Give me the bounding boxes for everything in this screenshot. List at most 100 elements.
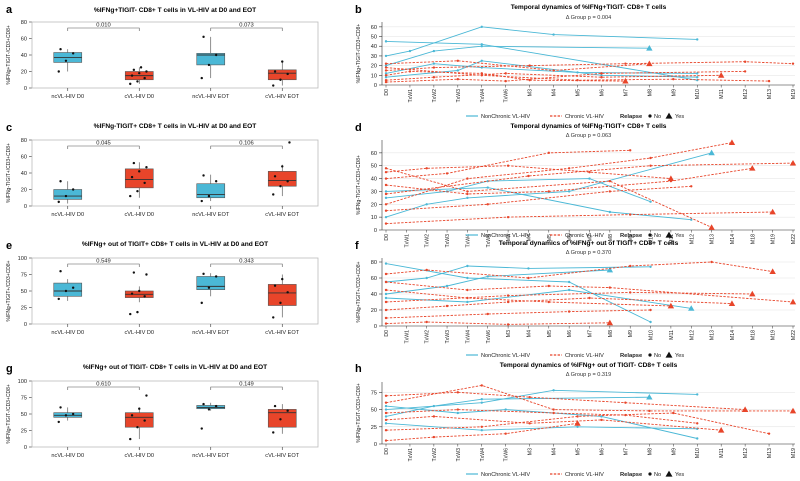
x-tick-label: M10 bbox=[695, 89, 701, 99]
timepoint-marker bbox=[506, 300, 510, 304]
data-point bbox=[145, 394, 148, 397]
timepoint-marker bbox=[466, 300, 469, 304]
timepoint-marker bbox=[696, 72, 699, 75]
x-tick-label: M19 bbox=[791, 89, 797, 99]
panel-e: e %IFNg+ out of TIGIT+ CD8+ T cells in VL… bbox=[6, 240, 319, 336]
data-point bbox=[59, 270, 62, 273]
x-tick-label: cVL-HIV D0 bbox=[124, 453, 154, 459]
timepoint-marker bbox=[629, 149, 632, 152]
pvalue-label: 0.073 bbox=[239, 23, 254, 29]
data-point bbox=[132, 271, 136, 274]
timepoint-marker bbox=[767, 79, 771, 83]
pvalue-label: 0.343 bbox=[239, 259, 254, 265]
panel-letter: c bbox=[6, 122, 12, 134]
x-tick-label: cVL-HIV D0 bbox=[124, 212, 154, 218]
timepoint-marker bbox=[486, 275, 489, 278]
timepoint-marker bbox=[608, 210, 612, 214]
x-tick-label: M4 bbox=[552, 448, 558, 455]
data-point bbox=[138, 407, 141, 410]
timepoint-marker bbox=[486, 186, 489, 189]
relapse-marker bbox=[728, 300, 736, 306]
x-tick-label: cVL-HIV EOT bbox=[265, 330, 299, 336]
timepoint-marker bbox=[527, 267, 530, 270]
legend-label-no: No bbox=[654, 472, 661, 478]
timepoint-marker bbox=[384, 418, 388, 422]
panel-f: f Temporal dynamics of %IFNg+ out of TIGI… bbox=[355, 240, 797, 359]
timepoint-marker bbox=[384, 322, 388, 325]
data-point bbox=[57, 200, 60, 204]
timepoint-marker bbox=[624, 413, 627, 417]
series-line-chronic bbox=[385, 391, 746, 411]
panel-title: Temporal dynamics of %IFNg-TIGIT+ CD8+ T… bbox=[511, 123, 667, 130]
panel-title: %IFNg+ out of TIGIT- CD8+ T cells in VL-… bbox=[83, 364, 267, 371]
x-tick-label: cVL-HIV D0 bbox=[124, 94, 154, 100]
timepoint-marker bbox=[466, 288, 469, 292]
timepoint-marker bbox=[710, 260, 713, 264]
timepoint-marker bbox=[384, 203, 388, 206]
box-c bbox=[267, 171, 297, 187]
timepoint-marker bbox=[384, 196, 388, 200]
timepoint-marker bbox=[480, 401, 483, 404]
timepoint-marker bbox=[608, 286, 612, 289]
x-tick-label: M9 bbox=[628, 330, 634, 337]
data-point bbox=[138, 71, 141, 75]
data-point bbox=[202, 402, 205, 406]
legend-label-chronic: Chronic VL-HIV bbox=[565, 472, 604, 478]
y-tick-label: 20 bbox=[371, 202, 377, 208]
timepoint-marker bbox=[600, 72, 603, 75]
timepoint-marker bbox=[384, 439, 388, 442]
x-tick-label: M5 bbox=[547, 330, 553, 337]
timepoint-marker bbox=[384, 192, 388, 196]
x-tick-label: D0 bbox=[384, 234, 390, 241]
y-tick-label: 50 bbox=[371, 164, 377, 170]
timepoint-marker bbox=[504, 432, 507, 435]
data-point bbox=[279, 185, 282, 188]
panel-letter: g bbox=[6, 363, 13, 375]
timepoint-marker bbox=[384, 66, 388, 69]
timepoint-marker bbox=[588, 177, 591, 180]
timepoint-marker bbox=[384, 408, 388, 411]
y-tick-label: 20 bbox=[371, 64, 377, 70]
timepoint-marker bbox=[480, 45, 483, 48]
box-c bbox=[267, 284, 297, 306]
data-point bbox=[129, 82, 132, 86]
y-tick-label: 0 bbox=[374, 324, 377, 330]
plot-frame bbox=[31, 257, 319, 325]
series-line-nonchronic bbox=[385, 396, 650, 417]
data-point bbox=[281, 60, 284, 63]
series-line-chronic bbox=[385, 297, 733, 311]
data-point bbox=[272, 193, 275, 196]
data-point bbox=[59, 48, 62, 51]
timepoint-marker bbox=[480, 72, 483, 75]
y-tick-label: 40 bbox=[21, 53, 27, 59]
x-tick-label: M13 bbox=[767, 448, 773, 458]
relapse-marker bbox=[646, 44, 653, 51]
x-tick-label: TxW1 bbox=[404, 330, 410, 344]
data-point bbox=[130, 175, 134, 179]
x-tick-label: M7 bbox=[623, 448, 629, 455]
y-axis-label: %IFNg+TIGIT-/CD3+CD8+ bbox=[6, 25, 12, 85]
x-tick-label: TxW1 bbox=[408, 448, 414, 462]
timepoint-marker bbox=[408, 49, 412, 53]
data-point bbox=[139, 66, 143, 69]
x-tick-label: TxW4 bbox=[480, 448, 486, 462]
series-line-chronic bbox=[385, 61, 794, 71]
timepoint-marker bbox=[527, 174, 530, 178]
data-point bbox=[279, 418, 282, 421]
timepoint-marker bbox=[696, 437, 699, 440]
timepoint-marker bbox=[506, 294, 510, 297]
timepoint-marker bbox=[384, 415, 388, 418]
box-nc bbox=[53, 282, 83, 297]
y-axis-label: %IFNg+TIGIT-/CD3+CD8+ bbox=[6, 384, 12, 444]
relapse-marker bbox=[606, 266, 614, 273]
timepoint-marker bbox=[384, 74, 388, 77]
timepoint-marker bbox=[486, 312, 489, 316]
x-tick-label: TxW6 bbox=[486, 234, 492, 248]
timepoint-marker bbox=[384, 80, 388, 84]
timepoint-marker bbox=[456, 69, 460, 72]
y-tick-label: 0 bbox=[24, 86, 27, 92]
x-tick-label: M4 bbox=[526, 234, 532, 241]
timepoint-marker bbox=[432, 435, 436, 439]
x-tick-label: M22 bbox=[791, 330, 797, 340]
data-point bbox=[64, 414, 68, 417]
